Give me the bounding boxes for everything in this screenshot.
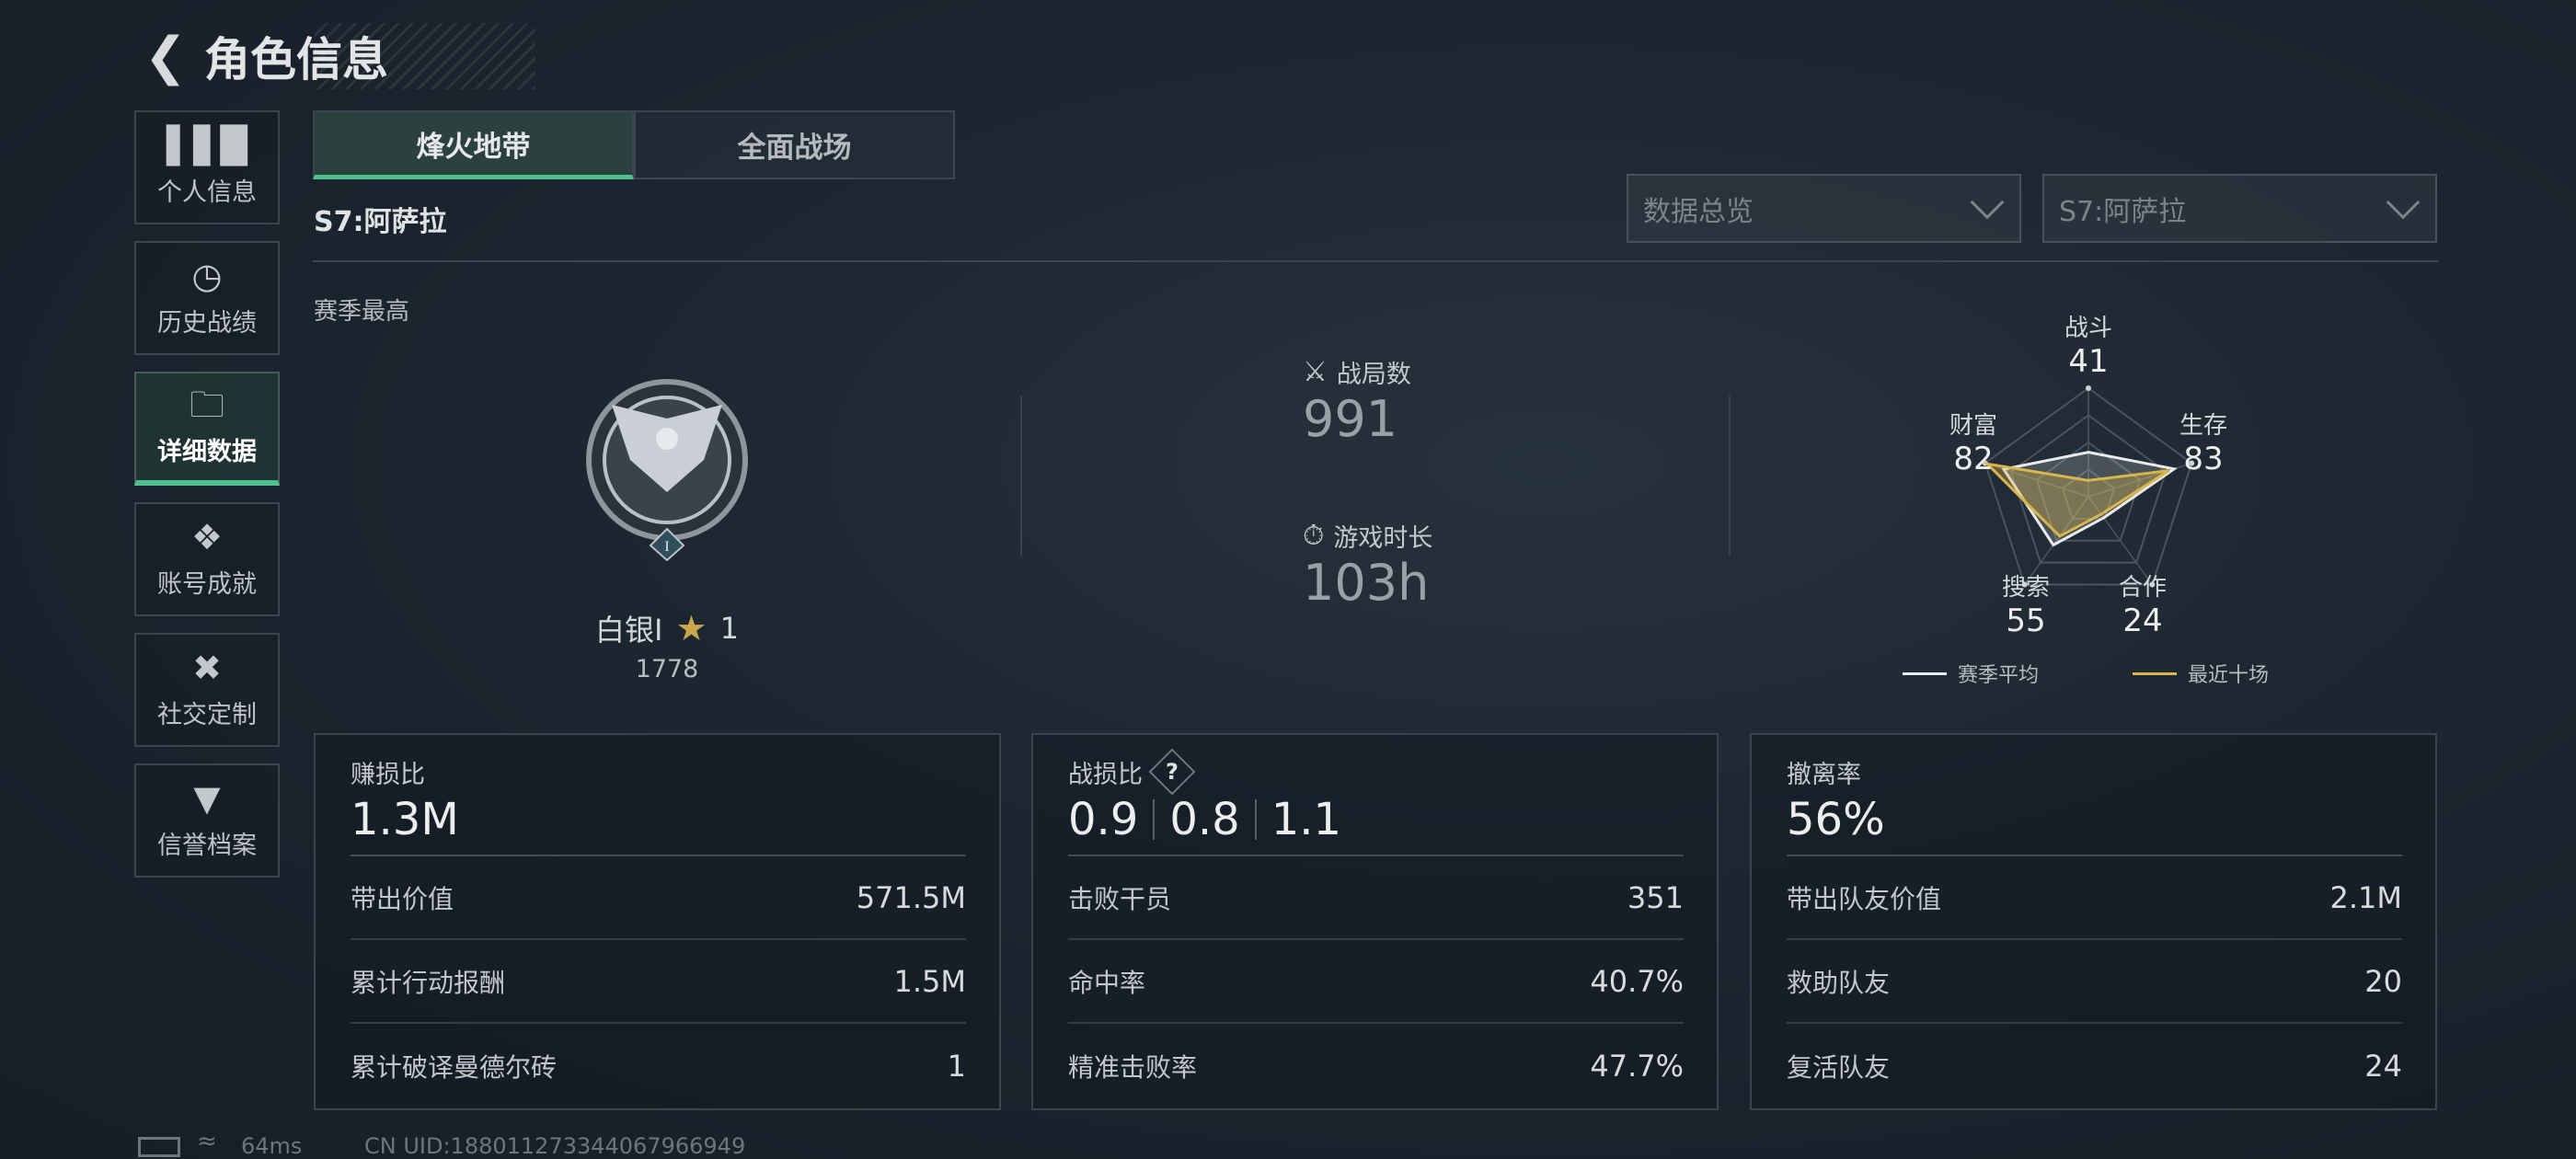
table-row: 命中率 40.7% bbox=[1068, 940, 1684, 1024]
ping: 64ms bbox=[241, 1133, 303, 1159]
star-icon: ★ bbox=[675, 608, 707, 648]
table-row: 带出价值 571.5M bbox=[351, 856, 966, 940]
axis-label-cooperation: 合作 24 bbox=[2110, 568, 2175, 639]
axis-label-combat: 战斗 41 bbox=[2056, 309, 2121, 380]
table-row: 击败干员 351 bbox=[1068, 856, 1684, 940]
radar-grid-ring bbox=[2009, 414, 2168, 564]
tools-icon: ✖ bbox=[192, 647, 222, 688]
legend-swatch-season-avg bbox=[1903, 671, 1947, 675]
chevron-down-icon bbox=[1970, 185, 2005, 219]
divider bbox=[313, 260, 2438, 262]
crossed-swords-icon: ⚔ bbox=[1303, 356, 1328, 388]
radar-axis-line bbox=[2087, 496, 2153, 585]
season-dropdown-value: S7:阿萨拉 bbox=[2059, 195, 2187, 228]
season-dropdown[interactable]: S7:阿萨拉 bbox=[2042, 174, 2437, 243]
table-row: 复活队友 24 bbox=[1787, 1048, 2402, 1084]
radar-labels: 战斗 41 生存 83 合作 24 搜索 55 财富 82 bbox=[1895, 304, 2282, 690]
rank-name-row: 白银I ★ 1 bbox=[584, 607, 750, 649]
axis-label-survival: 生存 83 bbox=[2171, 407, 2236, 477]
rank-stars: 1 bbox=[719, 611, 739, 646]
credit-shield-icon: ▼ bbox=[193, 777, 221, 819]
sidebar-item-label: 详细数据 bbox=[157, 437, 257, 466]
playtime-label: 游戏时长 bbox=[1333, 524, 1433, 553]
header: ❮ 角色信息 bbox=[138, 23, 535, 89]
card-title: 撤离率 bbox=[1787, 760, 1861, 789]
card-value: 1.3M bbox=[351, 794, 459, 845]
playtime-value: 103h bbox=[1303, 554, 1430, 612]
axis-value-wealth: 82 bbox=[1953, 441, 1994, 477]
folder-icon: 🗀 bbox=[189, 384, 224, 425]
chevron-down-icon bbox=[2386, 185, 2421, 219]
rank-name: 白银I bbox=[595, 613, 663, 648]
sidebar-item-achievements[interactable]: ❖ 账号成就 bbox=[134, 502, 280, 616]
matches-value: 991 bbox=[1303, 390, 1398, 448]
history-clock-icon: ◷ bbox=[191, 255, 223, 296]
axis-value-combat: 41 bbox=[2068, 343, 2109, 380]
sidebar-item-credit[interactable]: ▼ 信誉档案 bbox=[134, 763, 280, 878]
back-arrow-icon[interactable]: ❮ bbox=[144, 26, 188, 86]
sidebar-item-label: 账号成就 bbox=[157, 569, 257, 599]
extraction-card: 撤离率 56% 带出队友价值 2.1M 救助队友 20 复活队友 24 bbox=[1750, 733, 2437, 1110]
radar-chart bbox=[1982, 385, 2195, 588]
divider bbox=[1020, 396, 1022, 557]
matches-label: 战局数 bbox=[1336, 361, 1411, 389]
achievement-icon: ❖ bbox=[190, 516, 224, 557]
axis-label-search: 搜索 55 bbox=[1994, 568, 2058, 639]
radar-grid-ring bbox=[1984, 386, 2193, 586]
rank-score: 1778 bbox=[635, 655, 699, 683]
bar-chart-icon: ▌▋█ bbox=[167, 124, 247, 166]
matches-stat: ⚔ 战局数 991 bbox=[1303, 354, 1411, 448]
battery-icon bbox=[138, 1137, 180, 1157]
card-title: 战损比 bbox=[1068, 760, 1143, 789]
svg-text:I: I bbox=[664, 539, 669, 555]
sidebar-item-label: 个人信息 bbox=[157, 178, 257, 207]
sidebar-item-detailed-data[interactable]: 🗀 详细数据 bbox=[134, 372, 280, 486]
card-title: 赚损比 bbox=[351, 760, 425, 789]
radar-axis-line bbox=[2024, 496, 2089, 585]
season-best-label: 赛季最高 bbox=[314, 298, 410, 326]
divider bbox=[1729, 396, 1731, 557]
table-row: 累计行动报酬 1.5M bbox=[351, 940, 966, 1024]
kd-card: 战损比? 0.9 0.8 1.1 击败干员 351 命中率 40.7% 精准击败率 47.… bbox=[1031, 733, 1719, 1110]
rank-badge-icon: I bbox=[586, 379, 748, 561]
legend-season-avg: 赛季平均 bbox=[1958, 664, 2040, 687]
sidebar-item-label: 历史战绩 bbox=[157, 308, 257, 338]
sidebar-item-label: 信誉档案 bbox=[157, 831, 257, 860]
view-dropdown[interactable]: 数据总览 bbox=[1627, 174, 2021, 243]
radar-axis-tip bbox=[2149, 581, 2156, 588]
axis-value-survival: 83 bbox=[2183, 441, 2224, 477]
table-row: 累计破译曼德尔砖 1 bbox=[351, 1048, 966, 1084]
table-row: 救助队友 20 bbox=[1787, 940, 2402, 1024]
page-title: 角色信息 bbox=[204, 23, 535, 89]
legend-swatch-recent bbox=[2133, 671, 2178, 675]
card-value: 56% bbox=[1787, 794, 1885, 845]
radar-grid-ring bbox=[2061, 468, 2116, 520]
playtime-stat: ⏱ 游戏时长 103h bbox=[1303, 518, 1432, 612]
view-dropdown-value: 数据总览 bbox=[1643, 195, 1754, 228]
uid: CN UID:18801127334406796694​9 bbox=[364, 1133, 746, 1159]
axis-value-search: 55 bbox=[2006, 602, 2046, 639]
radar-axis-tip bbox=[2021, 581, 2028, 588]
radar-axis-tip bbox=[2086, 385, 2091, 391]
sidebar-item-personal-info[interactable]: ▌▋█ 个人信息 bbox=[134, 110, 280, 224]
legend-recent: 最近十场 bbox=[2188, 664, 2270, 687]
stopwatch-icon: ⏱ bbox=[1303, 520, 1325, 552]
tab-battlefield[interactable]: 全面战场 bbox=[634, 110, 955, 179]
radar-legend: 赛季平均 最近十场 bbox=[1903, 659, 2269, 688]
axis-label-wealth: 财富 82 bbox=[1941, 407, 2006, 477]
sidebar-item-history[interactable]: ◷ 历史战绩 bbox=[134, 241, 280, 355]
sidebar-item-label: 社交定制 bbox=[157, 700, 257, 729]
tab-warzone[interactable]: 烽火地带 bbox=[313, 110, 634, 179]
table-row: 精准击败率 47.7% bbox=[1068, 1048, 1684, 1084]
radar-series-recent bbox=[1983, 462, 2170, 538]
table-row: 带出队友价值 2.1M bbox=[1787, 856, 2402, 940]
axis-value-cooperation: 24 bbox=[2122, 602, 2163, 639]
profit-card: 赚损比 1.3M 带出价值 571.5M 累计行动报酬 1.5M 累计破译曼德尔砖 1 bbox=[314, 733, 1001, 1110]
help-icon[interactable]: ? bbox=[1148, 748, 1196, 796]
wifi-icon: ≈ bbox=[197, 1128, 217, 1155]
sidebar-item-social[interactable]: ✖ 社交定制 bbox=[134, 633, 280, 747]
season-title: S7:阿萨拉 bbox=[314, 206, 447, 238]
radar-axis-tip bbox=[2189, 460, 2195, 466]
card-value: 0.9 0.8 1.1 bbox=[1068, 794, 1342, 845]
